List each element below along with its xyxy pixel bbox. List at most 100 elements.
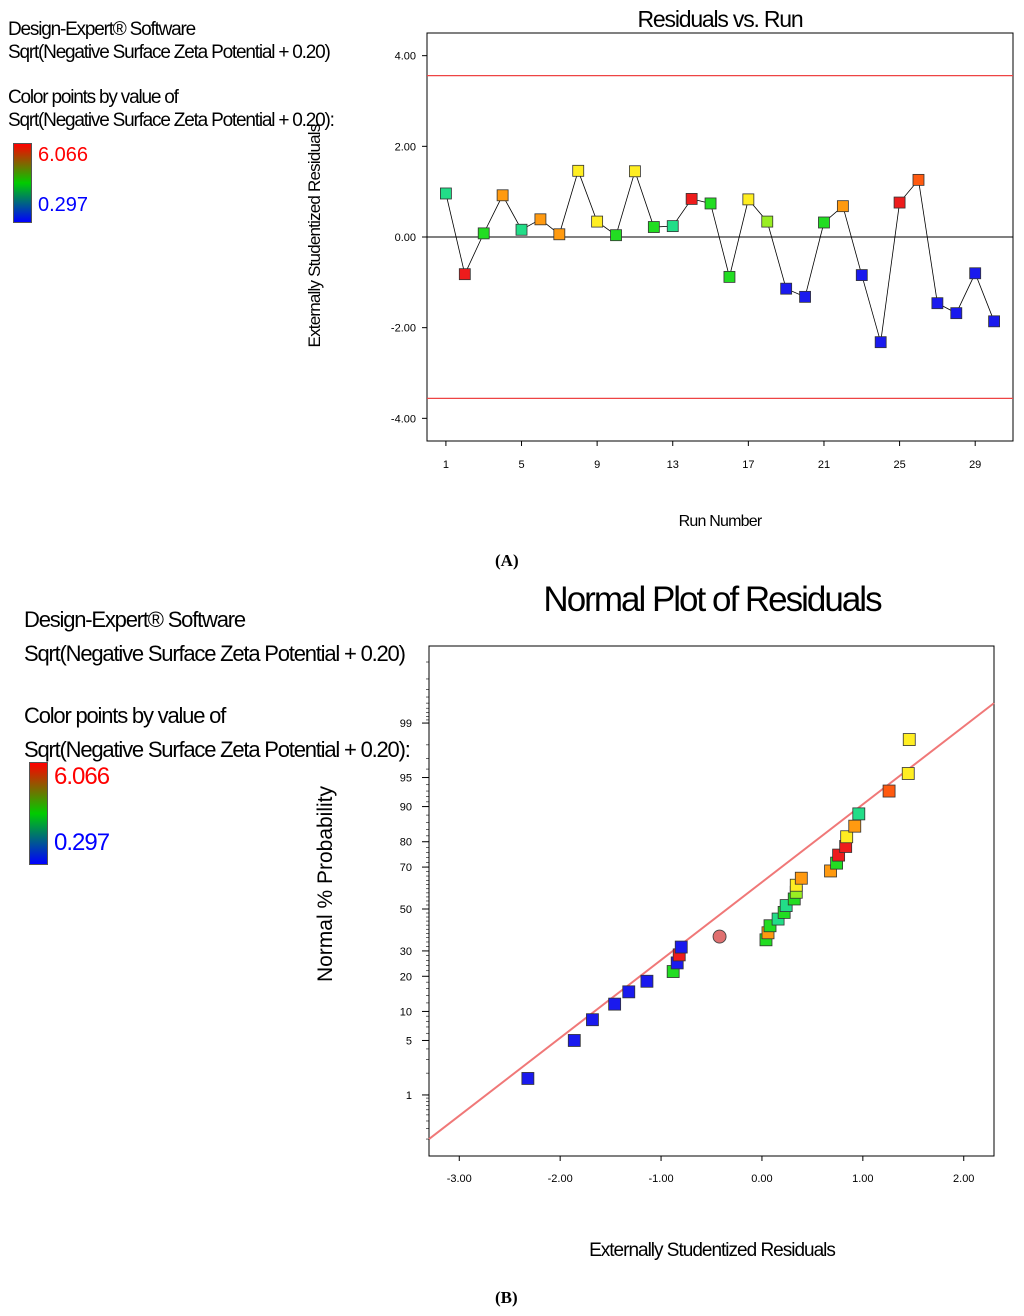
panel-a-sublabel: (A) (495, 551, 519, 570)
chart-b-ylabel: Normal % Probability (314, 785, 337, 982)
chart-a-xtick-label: 5 (518, 459, 524, 471)
chart-b-point (848, 819, 862, 833)
chart-a-point (591, 215, 604, 228)
chart-b-xlabel: Externally Studentized Residuals (589, 1240, 835, 1261)
chart-b-ytick-label: 1 (406, 1090, 412, 1102)
panel-b-response: Sqrt(Negative Surface Zeta Potential + 0… (24, 641, 406, 666)
chart-a-point (836, 200, 849, 213)
chart-a-point (723, 270, 736, 283)
chart-b-xtick-label: 0.00 (751, 1173, 772, 1185)
chart-a-title: Residuals vs. Run (638, 6, 803, 32)
chart-b-ytick-label: 30 (400, 946, 412, 958)
chart-a-point (969, 267, 982, 280)
chart-a-point (874, 336, 887, 349)
panel-b-color-min: 0.297 (54, 829, 110, 856)
chart-b-ytick-label: 90 (400, 802, 412, 814)
chart-b-point (902, 733, 916, 746)
panel-b-colorbar (29, 762, 48, 865)
chart-a-point (496, 189, 509, 202)
chart-b-xtick-label: -2.00 (548, 1173, 573, 1185)
chart-a-point (553, 228, 566, 241)
chart-b-point (640, 974, 654, 988)
chart-a-point (534, 213, 547, 226)
panel-a-colorbar (13, 143, 32, 223)
chart-a-xtick-label: 9 (594, 459, 600, 471)
chart-b-ytick-label: 80 (400, 837, 412, 849)
chart-a-series-line (445, 169, 995, 343)
chart-a-point (629, 165, 641, 178)
chart-b-ytick-label: 10 (400, 1006, 412, 1018)
chart-a-point (855, 269, 868, 281)
panel-b-color-max: 6.066 (54, 763, 110, 790)
chart-a-ytick-label: -2.00 (391, 323, 416, 335)
panel-a-response: Sqrt(Negative Surface Zeta Potential + 0… (8, 42, 331, 63)
panel-b-sublabel: (B) (495, 1288, 518, 1307)
chart-b-point (901, 767, 915, 780)
chart-a-xtick-label: 25 (893, 459, 905, 471)
chart-a-xlabel: Run Number (679, 513, 763, 530)
chart-b-xtick-label: -3.00 (447, 1173, 472, 1185)
chart-a-ytick-label: 4.00 (395, 51, 416, 63)
chart-b-point (794, 871, 808, 885)
panel-a-color-by-response: Sqrt(Negative Surface Zeta Potential + 0… (8, 110, 335, 131)
chart-b-fit-line (428, 702, 995, 1140)
chart-a-xtick-label: 29 (969, 459, 981, 471)
chart-b-point (674, 940, 688, 954)
chart-a-point (685, 193, 698, 205)
chart-b-xtick-label: 1.00 (852, 1173, 873, 1185)
chart-a-point (458, 268, 471, 281)
chart-a-xtick-label: 1 (443, 459, 449, 471)
chart-a-point (610, 229, 622, 242)
chart-a-ytick-label: 2.00 (395, 141, 416, 153)
chart-b-point (882, 784, 896, 798)
chart-a-point (477, 227, 490, 240)
chart-a-point (440, 187, 452, 200)
chart-a-point (572, 164, 585, 177)
chart-a-point (893, 196, 906, 209)
chart-b-ytick-label: 95 (400, 773, 412, 785)
chart-b-ytick-label: 99 (400, 718, 412, 730)
chart-b-xtick-label: 2.00 (953, 1173, 974, 1185)
panel-a-color-min: 0.297 (38, 194, 89, 216)
chart-a-point (704, 197, 717, 210)
chart-b-xtick-label: -1.00 (649, 1173, 674, 1185)
panel-a-software: Design-Expert® Software (8, 19, 196, 40)
chart-a-point (912, 173, 925, 186)
chart-a-point (780, 282, 793, 295)
chart-b-ytick-label: 50 (400, 904, 412, 916)
chart-a-point (647, 221, 660, 233)
chart-a-ytick-label: -4.00 (391, 413, 416, 425)
panel-a-color-by-label: Color points by value of (8, 87, 179, 108)
chart-a-point (761, 215, 774, 228)
chart-b-frame (428, 645, 995, 1157)
chart-b-ytick-label: 70 (400, 862, 412, 874)
chart-b-point (567, 1034, 581, 1047)
panel-b-software: Design-Expert® Software (24, 607, 246, 632)
chart-a-xtick-label: 17 (742, 459, 754, 471)
panel-b-color-by-response: Sqrt(Negative Surface Zeta Potential + 0… (24, 737, 411, 762)
chart-a-xtick-label: 13 (667, 459, 679, 471)
chart-b-point (852, 807, 866, 821)
chart-b-ytick-label: 5 (406, 1035, 412, 1047)
chart-b-point (840, 830, 854, 844)
chart-a-ytick-label: 0.00 (395, 232, 416, 244)
chart-a-point (818, 216, 830, 229)
chart-b-point (521, 1072, 535, 1085)
chart-a-point (988, 315, 1000, 328)
chart-a-point (666, 220, 679, 233)
chart-a-point (950, 307, 963, 320)
chart-a-point (799, 290, 811, 303)
chart-b-title: Normal Plot of Residuals (543, 580, 882, 619)
chart-a-point (742, 193, 755, 206)
chart-b-point (622, 985, 636, 999)
chart-b-point (608, 997, 622, 1011)
chart-a-xtick-label: 21 (818, 459, 830, 471)
chart-b-point-outlier (712, 929, 727, 944)
chart-a-ylabel: Externally Studentized Residuals (305, 124, 324, 347)
chart-a-point (515, 223, 528, 236)
chart-b-ytick-label: 20 (400, 971, 412, 983)
panel-b-color-by-label: Color points by value of (24, 703, 226, 728)
panel-a-color-max: 6.066 (38, 144, 89, 166)
panel-a-info: Design-Expert® Software Sqrt(Negative Su… (8, 18, 335, 132)
